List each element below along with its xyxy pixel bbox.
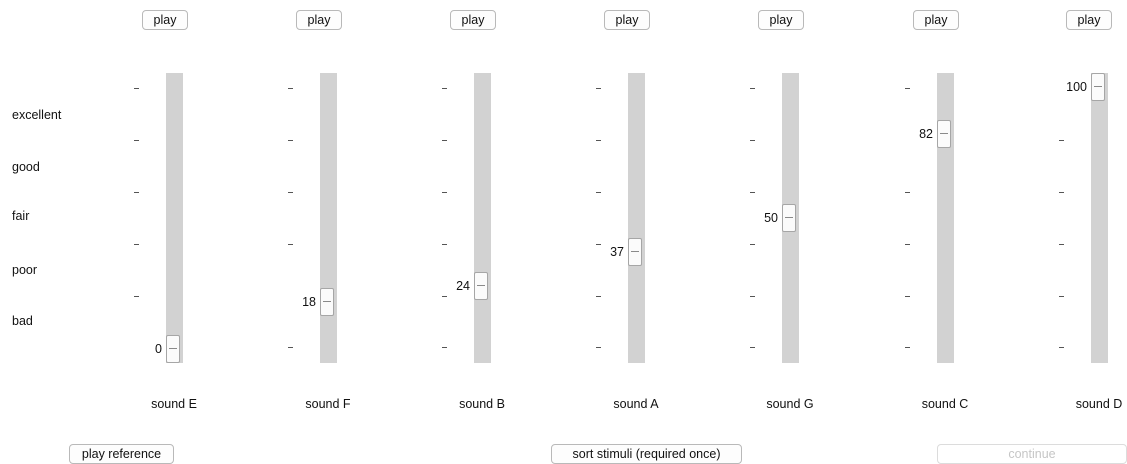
scale-tick: [442, 88, 447, 89]
slider-handle[interactable]: [320, 287, 334, 316]
scale-tick: [442, 347, 447, 348]
scale-label-good: good: [12, 160, 40, 174]
scale-tick: [288, 244, 293, 245]
scale-tick: [750, 296, 755, 297]
play-button[interactable]: play: [296, 10, 342, 30]
scale-tick: [905, 244, 910, 245]
slider-value: 82: [893, 127, 935, 142]
sound-label: sound D: [1075, 397, 1123, 411]
scale-tick: [134, 296, 139, 297]
scale-tick: [905, 192, 910, 193]
play-button[interactable]: play: [142, 10, 188, 30]
scale-tick: [905, 88, 910, 89]
scale-tick: [1059, 296, 1064, 297]
play-button[interactable]: play: [758, 10, 804, 30]
scale-tick: [288, 88, 293, 89]
slider-track[interactable]: [474, 73, 491, 363]
scale-tick: [134, 140, 139, 141]
scale-tick: [442, 140, 447, 141]
scale-label-excellent: excellent: [12, 108, 62, 122]
slider-track[interactable]: [320, 73, 337, 363]
slider-handle[interactable]: [474, 272, 488, 301]
scale-tick: [596, 192, 601, 193]
slider-value: 100: [1047, 80, 1089, 94]
scale-label-poor: poor: [12, 263, 38, 277]
scale-tick: [750, 140, 755, 141]
scale-tick: [442, 296, 447, 297]
scale-tick: [1059, 347, 1064, 348]
slider-value: 37: [584, 245, 626, 260]
slider-track[interactable]: [628, 73, 645, 363]
scale-tick: [750, 88, 755, 89]
scale-tick: [134, 88, 139, 89]
slider-value: 50: [738, 211, 780, 225]
play-button[interactable]: play: [1066, 10, 1112, 30]
scale-tick: [750, 192, 755, 193]
scale-tick: [134, 192, 139, 193]
scale-tick: [288, 140, 293, 141]
scale-tick: [1059, 244, 1064, 245]
scale-tick: [596, 140, 601, 141]
scale-tick: [442, 192, 447, 193]
sound-label: sound E: [151, 397, 197, 411]
scale-tick: [596, 88, 601, 89]
slider-track[interactable]: [937, 73, 954, 363]
sound-label: sound C: [921, 397, 969, 411]
slider-handle[interactable]: [628, 238, 642, 267]
sort-stimuli-button[interactable]: sort stimuli (required once): [551, 444, 742, 464]
slider-value: 18: [276, 294, 318, 309]
slider-handle[interactable]: [782, 204, 796, 232]
scale-tick: [750, 347, 755, 348]
sound-label: sound B: [459, 397, 505, 411]
play-button[interactable]: play: [604, 10, 650, 30]
scale-tick: [596, 244, 601, 245]
play-button[interactable]: play: [450, 10, 496, 30]
scale-tick: [1059, 140, 1064, 141]
slider-track[interactable]: [1091, 73, 1108, 363]
sound-label: sound F: [305, 397, 351, 411]
scale-label-bad: bad: [12, 314, 33, 328]
sound-label: sound A: [613, 397, 659, 411]
scale-tick: [596, 347, 601, 348]
slider-handle[interactable]: [937, 120, 951, 149]
scale-tick: [596, 296, 601, 297]
scale-tick: [288, 347, 293, 348]
scale-tick: [134, 244, 139, 245]
slider-handle[interactable]: [1091, 73, 1105, 101]
scale-tick: [288, 192, 293, 193]
slider-value: 24: [430, 279, 472, 294]
scale-tick: [905, 347, 910, 348]
scale-tick: [750, 244, 755, 245]
scale-tick: [905, 296, 910, 297]
continue-button[interactable]: continue: [937, 444, 1127, 464]
slider-value: 0: [122, 342, 164, 356]
scale-tick: [1059, 192, 1064, 193]
slider-track[interactable]: [166, 73, 183, 363]
sound-label: sound G: [766, 397, 814, 411]
scale-tick: [442, 244, 447, 245]
play-reference-button[interactable]: play reference: [69, 444, 174, 464]
play-button[interactable]: play: [913, 10, 959, 30]
scale-label-fair: fair: [12, 209, 30, 223]
slider-handle[interactable]: [166, 335, 180, 363]
